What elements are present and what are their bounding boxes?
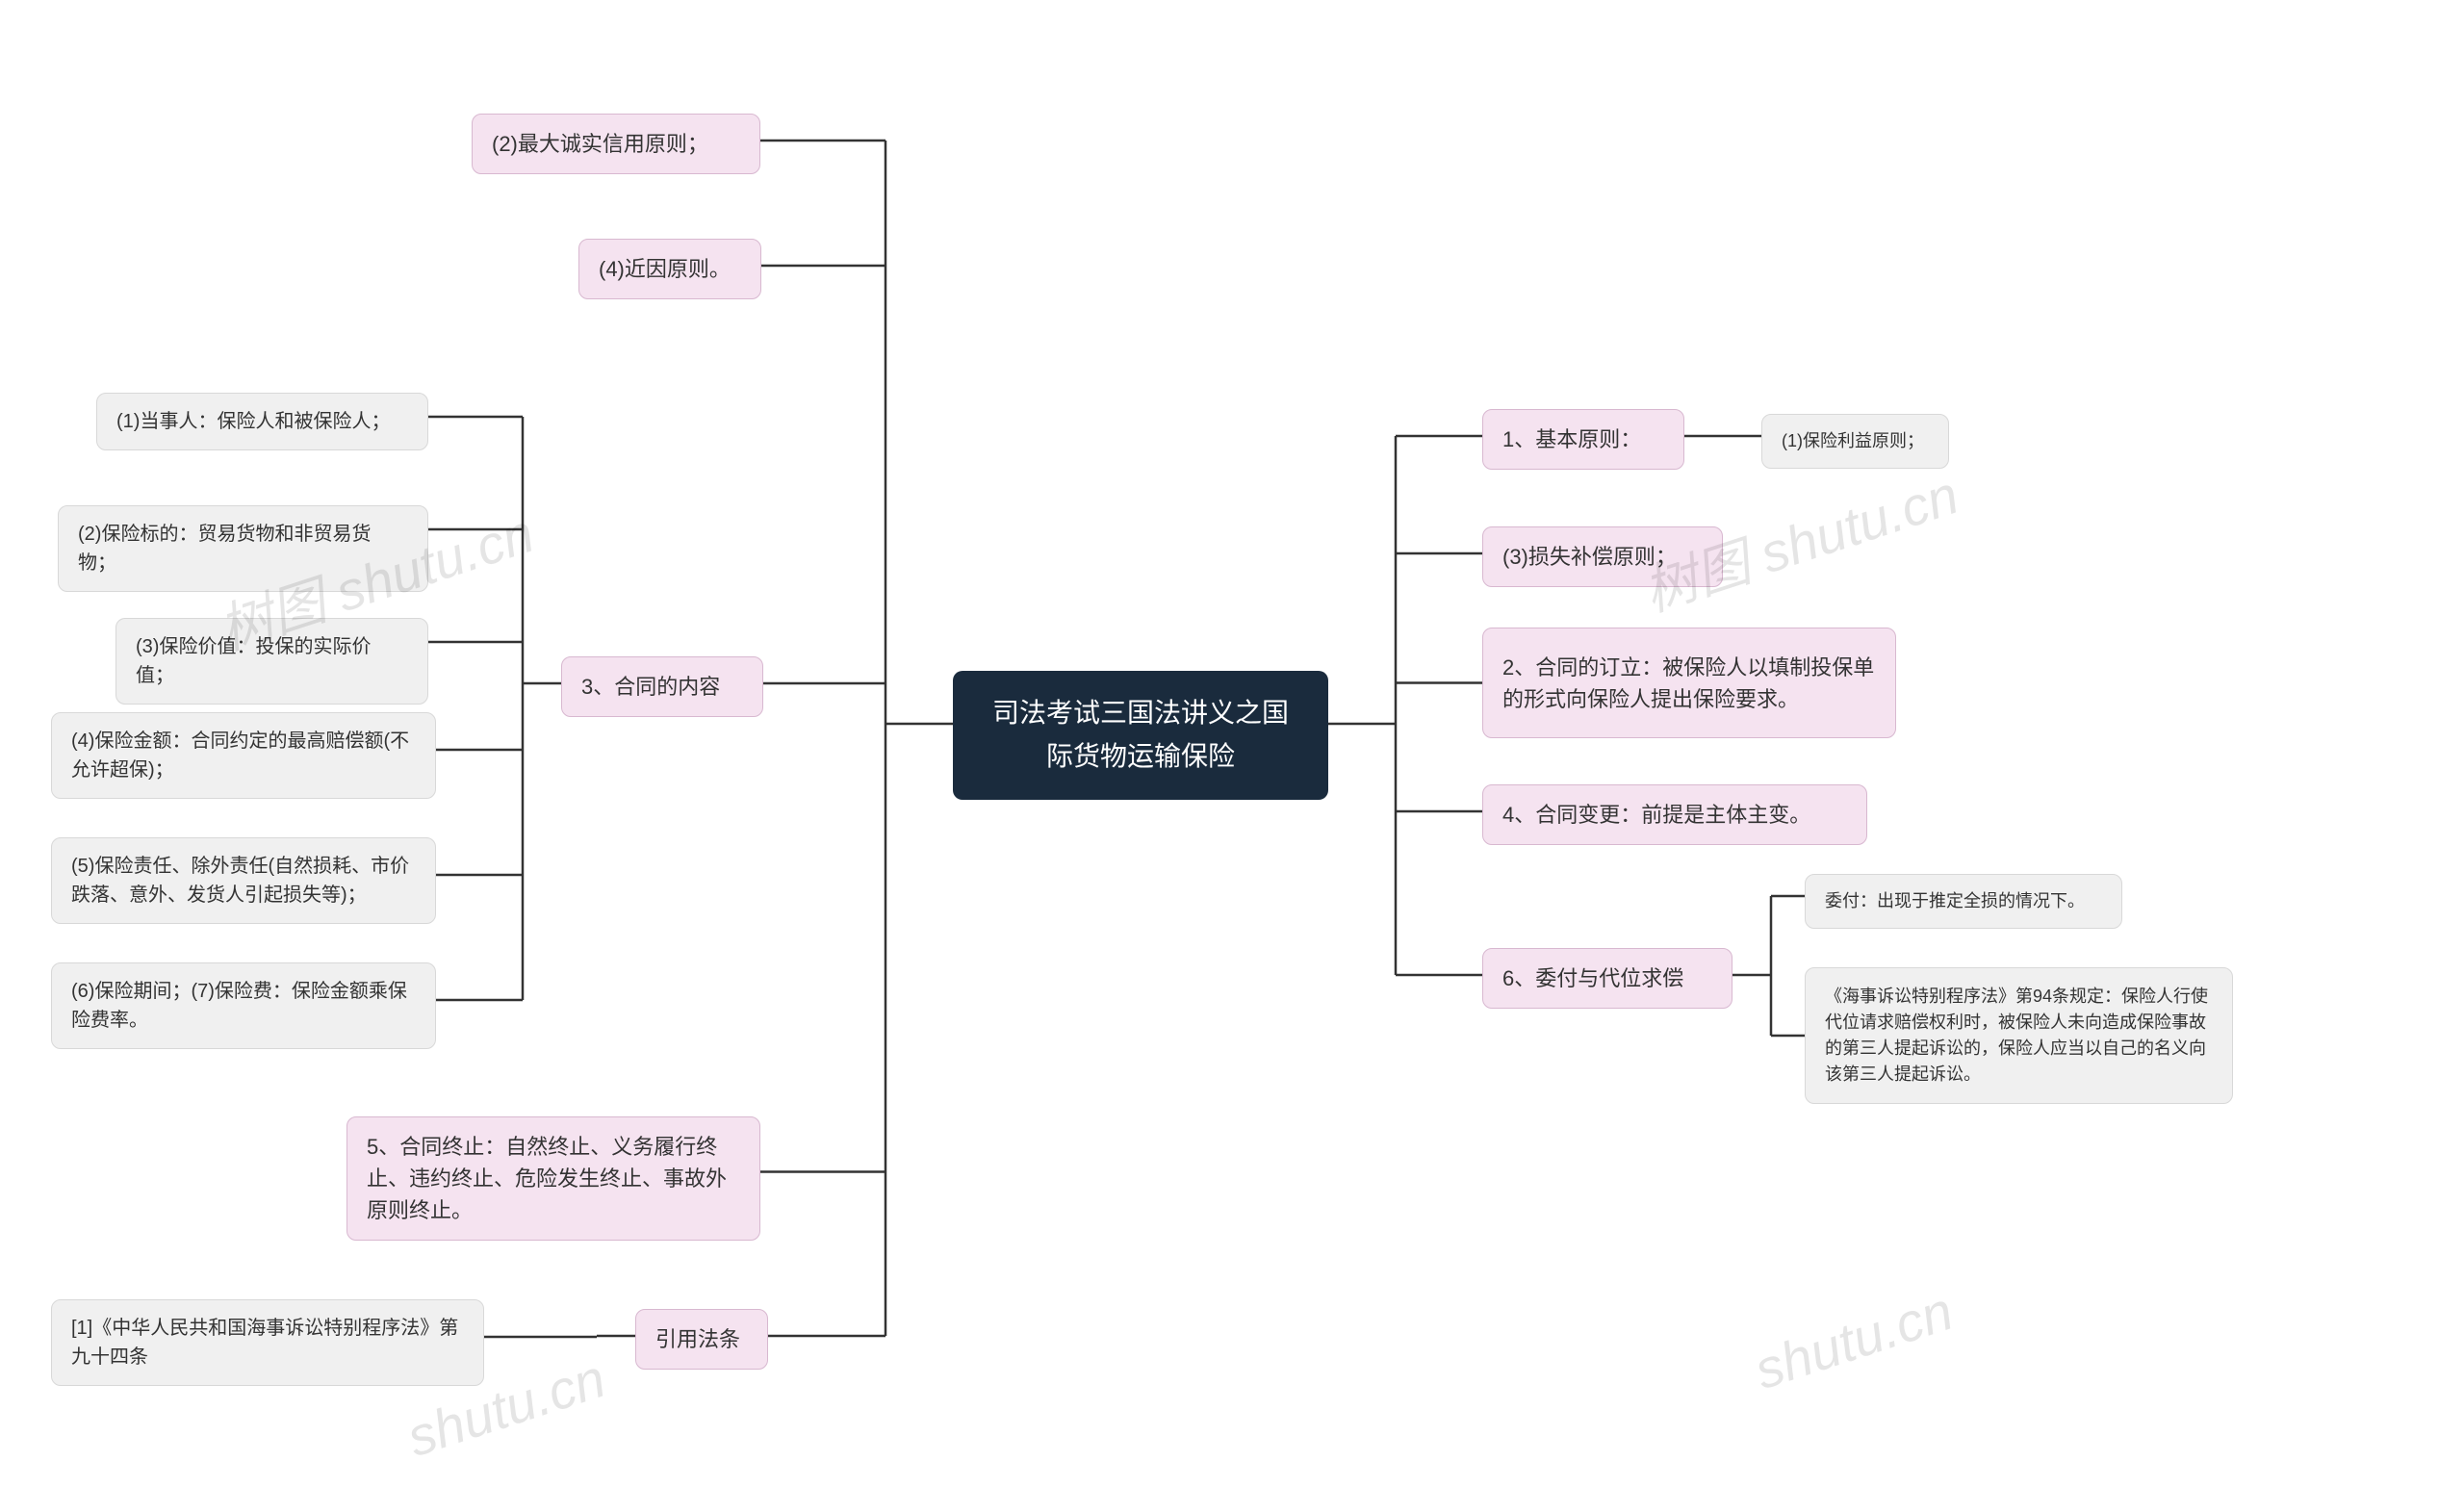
node-label: 委付：出现于推定全损的情况下。 xyxy=(1825,888,2085,914)
node-l5c1: [1]《中华人民共和国海事诉讼特别程序法》第九十四条 xyxy=(51,1299,484,1386)
node-label: (1)当事人：保险人和被保险人； xyxy=(116,407,390,436)
node-label: (3)保险价值：投保的实际价值； xyxy=(136,632,408,690)
center-node: 司法考试三国法讲义之国际货物运输保险 xyxy=(953,671,1328,800)
node-l4: 5、合同终止：自然终止、义务履行终止、违约终止、危险发生终止、事故外原则终止。 xyxy=(346,1116,760,1241)
node-l3c3: (3)保险价值：投保的实际价值； xyxy=(116,618,428,705)
node-label: (1)保险利益原则； xyxy=(1782,428,1924,454)
watermark: shutu.cn xyxy=(1747,1279,1960,1401)
node-label: 1、基本原则： xyxy=(1502,423,1641,455)
node-r1c1: (1)保险利益原则； xyxy=(1761,414,1949,469)
node-l3c5: (5)保险责任、除外责任(自然损耗、市价跌落、意外、发货人引起损失等)； xyxy=(51,837,436,924)
node-label: (5)保险责任、除外责任(自然损耗、市价跌落、意外、发货人引起损失等)； xyxy=(71,852,416,910)
node-r4: 4、合同变更：前提是主体主变。 xyxy=(1482,784,1867,845)
node-label: 3、合同的内容 xyxy=(581,671,720,703)
node-label: 引用法条 xyxy=(655,1323,740,1355)
node-l3c4: (4)保险金额：合同约定的最高赔偿额(不允许超保)； xyxy=(51,712,436,799)
node-l3c1: (1)当事人：保险人和被保险人； xyxy=(96,393,428,450)
node-label: (6)保险期间；(7)保险费：保险金额乘保险费率。 xyxy=(71,977,416,1035)
node-label: 2、合同的订立：被保险人以填制投保单的形式向保险人提出保险要求。 xyxy=(1502,652,1876,715)
node-label: 4、合同变更：前提是主体主变。 xyxy=(1502,799,1810,831)
node-l3c6: (6)保险期间；(7)保险费：保险金额乘保险费率。 xyxy=(51,962,436,1049)
node-r5c1: 委付：出现于推定全损的情况下。 xyxy=(1805,874,2122,929)
node-r5c2: 《海事诉讼特别程序法》第94条规定：保险人行使代位请求赔偿权利时，被保险人未向造… xyxy=(1805,967,2233,1104)
node-label: (2)保险标的：贸易货物和非贸易货物； xyxy=(78,520,408,577)
node-l3c2: (2)保险标的：贸易货物和非贸易货物； xyxy=(58,505,428,592)
node-r2: (3)损失补偿原则； xyxy=(1482,526,1723,587)
node-label: (4)保险金额：合同约定的最高赔偿额(不允许超保)； xyxy=(71,727,416,784)
node-label: (2)最大诚实信用原则； xyxy=(492,128,708,160)
node-l5: 引用法条 xyxy=(635,1309,768,1370)
node-label: 《海事诉讼特别程序法》第94条规定：保险人行使代位请求赔偿权利时，被保险人未向造… xyxy=(1825,984,2213,1088)
node-r1: 1、基本原则： xyxy=(1482,409,1684,470)
node-l1: (2)最大诚实信用原则； xyxy=(472,114,760,174)
node-label: [1]《中华人民共和国海事诉讼特别程序法》第九十四条 xyxy=(71,1314,464,1372)
node-label: (4)近因原则。 xyxy=(599,253,731,285)
node-label: 6、委付与代位求偿 xyxy=(1502,962,1683,994)
node-label: 司法考试三国法讲义之国际货物运输保险 xyxy=(980,692,1301,779)
node-l2: (4)近因原则。 xyxy=(578,239,761,299)
node-l3: 3、合同的内容 xyxy=(561,656,763,717)
node-label: (3)损失补偿原则； xyxy=(1502,541,1677,573)
node-r3: 2、合同的订立：被保险人以填制投保单的形式向保险人提出保险要求。 xyxy=(1482,628,1896,738)
node-label: 5、合同终止：自然终止、义务履行终止、违约终止、危险发生终止、事故外原则终止。 xyxy=(367,1131,740,1226)
node-r5: 6、委付与代位求偿 xyxy=(1482,948,1732,1009)
